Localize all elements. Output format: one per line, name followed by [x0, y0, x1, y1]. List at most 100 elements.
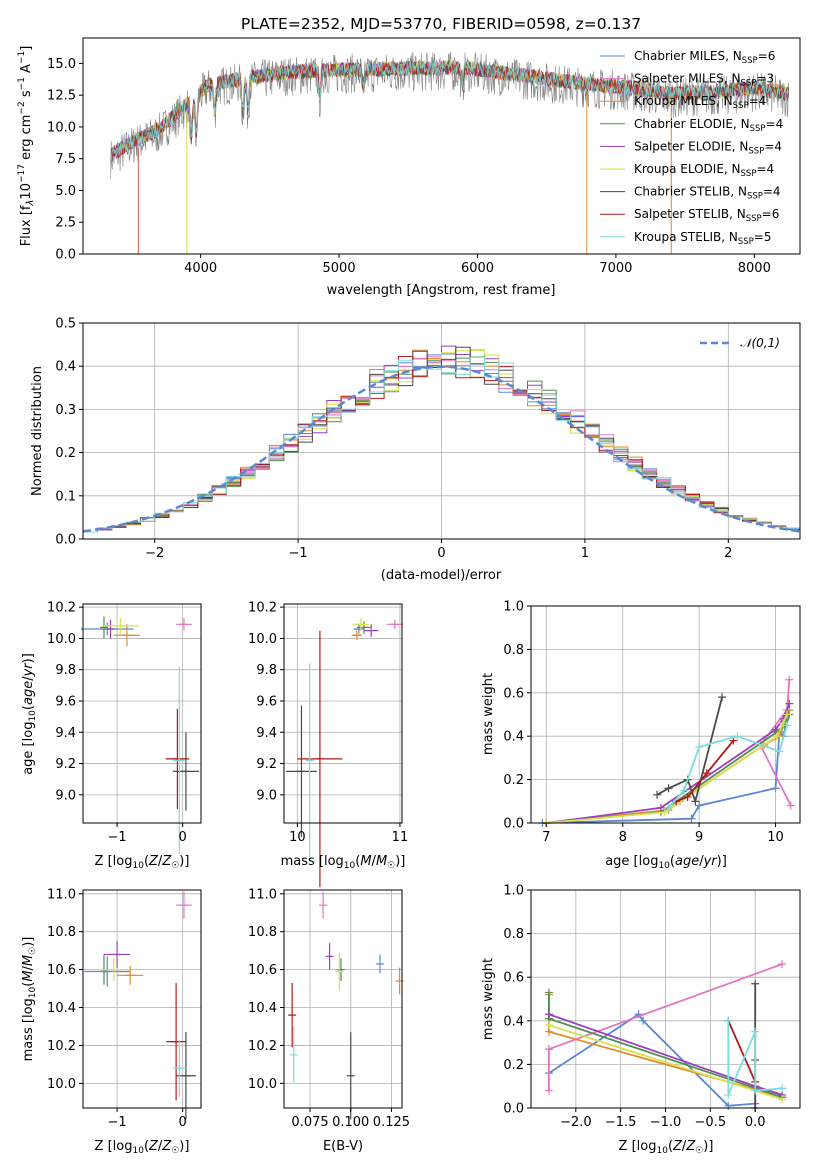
mass-weight-vs-age-axes: 7 8 9 10 0.0 0.2 0.4 0.6 0.8 1.0: [503, 600, 784, 846]
y-tick-label: 10.4: [47, 1001, 76, 1016]
y-tick-label: 10.2: [47, 601, 76, 616]
series-point-marker: [785, 699, 794, 708]
y-tick-label: 9.4: [256, 726, 277, 741]
x-tick-label: 10: [767, 830, 784, 845]
mass-weight-series-line: [727, 1020, 757, 1083]
histogram-legend: 𝒩(0,1): [700, 336, 780, 350]
series-point-marker: [683, 792, 692, 801]
age-vs-mass-plot-area: [286, 618, 404, 888]
x-tick-label: 1: [581, 546, 589, 561]
legend-nssp: =6: [758, 49, 776, 63]
series-point-marker: [786, 801, 795, 810]
y-tick-label: 9.2: [256, 757, 277, 772]
series-point-marker: [544, 1045, 553, 1054]
y-tick-label: 0.6: [503, 686, 524, 701]
mass-weight-series-line: [546, 714, 790, 824]
x-tick-label: 6000: [461, 261, 494, 276]
x-tick-label: −1: [108, 830, 127, 845]
series-point-marker: [733, 732, 742, 741]
series-point-marker: [773, 732, 782, 741]
y-tick-label: 0.3: [55, 403, 76, 418]
series-point-marker: [639, 1016, 648, 1025]
mass-weight-series-line: [656, 696, 723, 805]
y-tick-label: 0.6: [503, 971, 524, 986]
y-tick-label: 10.0: [248, 1077, 277, 1092]
series-point-marker: [664, 803, 673, 812]
legend-subscript: SSP: [741, 79, 757, 89]
mass-vs-EBV-xlabel: E(B-V): [323, 1139, 363, 1154]
y-tick-label: 1.0: [503, 600, 524, 615]
legend-subscript: SSP: [750, 124, 766, 134]
y-tick-label: 10.8: [47, 925, 76, 940]
mass-weight-series-line: [546, 714, 788, 824]
y-tick-label: 0.8: [503, 643, 524, 658]
series-point-marker: [687, 814, 696, 823]
legend-label: Kroupa ELODIE, NSSP=4: [634, 162, 774, 179]
mass-weight-series-line: [546, 703, 791, 824]
y-tick-label: 0.0: [503, 817, 524, 832]
age-vs-mass-xlabel: mass [log10(M/M☉)]: [281, 854, 406, 871]
y-tick-label: 5.0: [55, 184, 76, 199]
y-tick-label: 10.6: [248, 963, 277, 978]
series-point-marker: [702, 769, 711, 778]
series-point-marker: [660, 808, 669, 817]
series-point-marker: [695, 743, 704, 752]
spectrum-plot-area: [110, 51, 790, 254]
legend-nssp: =4: [749, 94, 767, 108]
x-tick-label: 0: [437, 546, 445, 561]
x-tick-label: 0.075: [291, 1115, 328, 1130]
y-tick-label: 2.5: [55, 216, 76, 231]
legend-subscript: SSP: [742, 56, 758, 66]
x-tick-label: 0: [179, 1115, 187, 1130]
mass-weight-vs-Z-plot-area: [544, 960, 787, 1112]
series-point-marker: [718, 693, 727, 702]
x-tick-label: −0.5: [695, 1115, 727, 1130]
figure-title: PLATE=2352, MJD=53770, FIBERID=0598, z=0…: [241, 15, 641, 33]
series-point-marker: [664, 784, 673, 793]
x-tick-label: 0: [179, 830, 187, 845]
y-tick-label: 10.0: [248, 632, 277, 647]
series-point-marker: [751, 1027, 760, 1036]
legend-label: Chabrier MILES, NSSP=6: [634, 49, 775, 66]
legend-label: Chabrier STELIB, NSSP=4: [634, 185, 781, 202]
mass-weight-vs-Z-axes: −2.0 −1.5 −1.0 −0.5 0.0 0.0 0.2 0.4 0.6 0.8 1.0: [503, 884, 765, 1131]
x-tick-label: −1.0: [650, 1115, 682, 1130]
legend-subscript: SSP: [748, 146, 764, 156]
x-tick-label: −1.5: [605, 1115, 637, 1130]
y-tick-label: 10.2: [248, 1039, 277, 1054]
mass-weight-series-line: [675, 739, 735, 803]
mass-weight-vs-age-panel: 7 8 9 10 0.0 0.2 0.4 0.6 0.8 1.0 age [log10(age/y…: [481, 600, 801, 871]
spectrum-panel: 4000 5000 6000 7000 8000 0.0 2.5 5.0 7.5 10.0 12.5…: [17, 37, 801, 298]
y-tick-label: 0.0: [55, 248, 76, 263]
x-tick-label: 2: [724, 546, 732, 561]
series-point-marker: [771, 784, 780, 793]
legend-nssp: =4: [756, 162, 774, 176]
series-point-marker: [785, 675, 794, 684]
model-spectrum-line: [110, 60, 789, 163]
series-point-marker: [783, 721, 792, 730]
legend-subscript: SSP: [738, 237, 754, 247]
mass-weight-vs-age-xlabel: age [log10(age/yr)]: [605, 854, 727, 871]
series-point-marker: [544, 1010, 553, 1019]
series-point-marker: [679, 786, 688, 795]
legend-label: Salpeter MILES, NSSP=3: [634, 72, 774, 89]
y-tick-label: 0.4: [55, 360, 76, 375]
legend-label: Kroupa STELIB, NSSP=5: [634, 230, 772, 247]
y-tick-label: 12.5: [47, 89, 76, 104]
histogram-plot-area: [82, 345, 801, 533]
mass-vs-EBV-panel: 0.075 0.100 0.12510.010.210.410.610.811.0 …: [248, 887, 410, 1154]
legend-nssp: =5: [754, 230, 772, 244]
x-tick-label: 4000: [184, 261, 217, 276]
series-point-marker: [778, 1084, 787, 1093]
legend-nssp: =4: [766, 117, 784, 131]
x-tick-label: 10: [289, 830, 306, 845]
x-tick-label: 9: [695, 830, 703, 845]
normal-curve-legend-label: 𝒩(0,1): [740, 336, 780, 350]
y-tick-label: 10.6: [47, 963, 76, 978]
y-tick-label: 0.1: [55, 489, 76, 504]
series-point-marker: [751, 1086, 760, 1095]
y-tick-label: 9.2: [55, 757, 76, 772]
legend-subscript: SSP: [747, 192, 763, 202]
legend-nssp: =6: [762, 207, 780, 221]
